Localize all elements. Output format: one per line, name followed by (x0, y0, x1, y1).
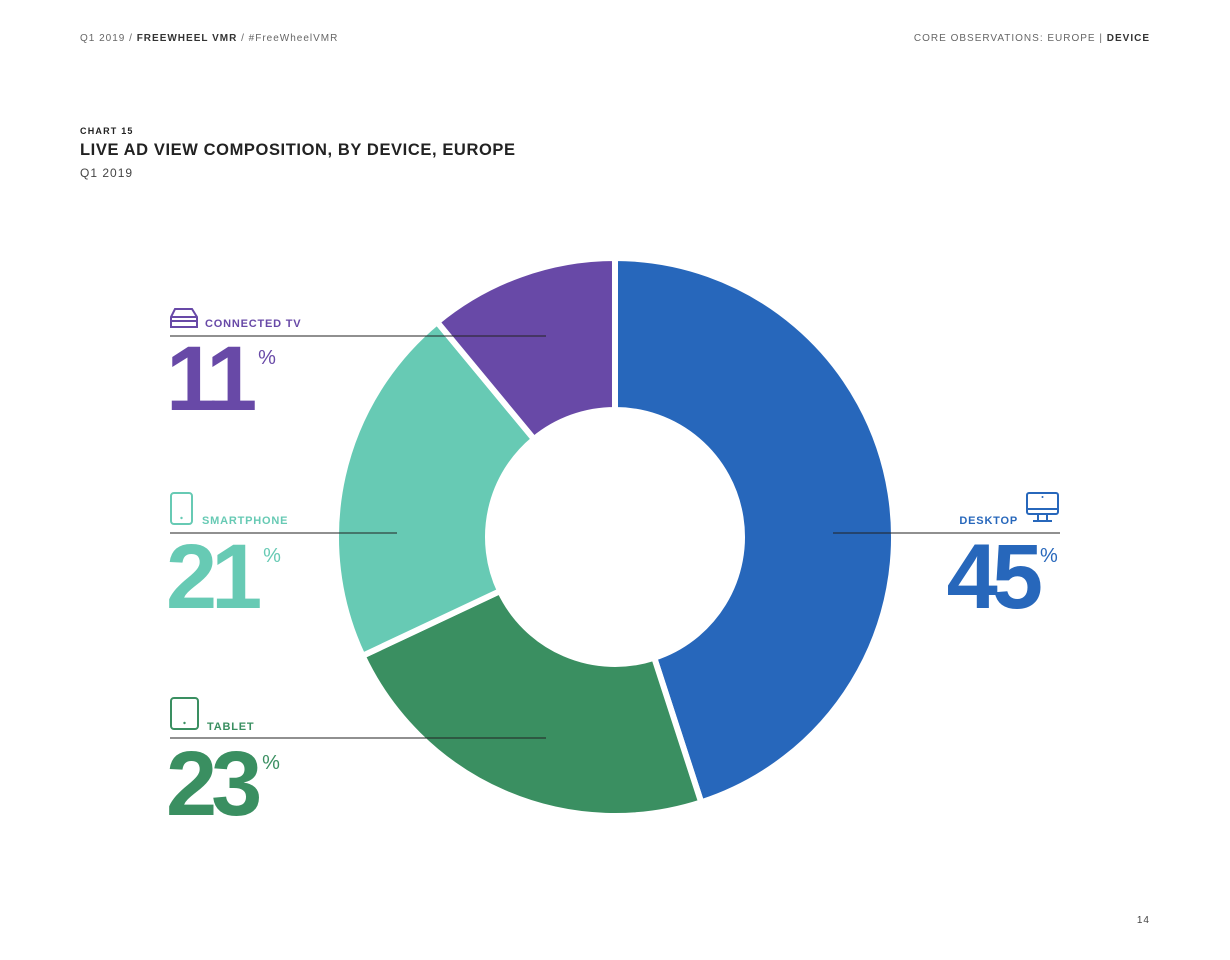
header-brand: FREEWHEEL VMR (136, 33, 238, 44)
header-topic: DEVICE (1106, 33, 1150, 44)
desktop-icon (1026, 492, 1059, 522)
slice-value-desktop: 45 (947, 526, 1041, 628)
chart-title: LIVE AD VIEW COMPOSITION, BY DEVICE, EUR… (80, 141, 516, 159)
slice-value-tablet: 23 (166, 733, 259, 835)
header-section: CORE OBSERVATIONS: EUROPE (913, 33, 1096, 44)
slice-smartphone (333, 317, 539, 660)
slice-connected-tv (432, 254, 618, 444)
slice-label-smartphone: SMARTPHONE (202, 515, 288, 527)
slice-label-desktop: DESKTOP (959, 515, 1018, 527)
slice-desktop (612, 254, 897, 807)
slice-tablet (358, 587, 705, 819)
tablet-icon (170, 697, 199, 730)
percent-sign: % (1040, 545, 1058, 567)
header-right: CORE OBSERVATIONS: EUROPE | DEVICE (914, 33, 1150, 44)
chart-subtitle: Q1 2019 (80, 166, 134, 180)
connected-tv-icon (170, 308, 198, 328)
smartphone-icon (170, 492, 193, 525)
header-date: Q1 2019 / (80, 33, 137, 44)
percent-sign: % (262, 752, 280, 774)
header-hashtag: / #FreeWheelVMR (237, 33, 339, 44)
page-number: 14 (1136, 915, 1150, 926)
percent-sign: % (263, 545, 281, 567)
percent-sign: % (258, 347, 276, 369)
header-left: Q1 2019 / FREEWHEEL VMR / #FreeWheelVMR (80, 33, 338, 44)
slices-layer (333, 254, 897, 819)
slice-value-smartphone: 21 (166, 526, 260, 628)
chart-label: CHART 15 (80, 126, 134, 136)
slice-label-connected-tv: CONNECTED TV (205, 318, 301, 330)
slice-value-connected-tv: 11 (166, 328, 255, 430)
slice-label-tablet: TABLET (207, 721, 254, 733)
header-separator: | (1095, 33, 1107, 44)
